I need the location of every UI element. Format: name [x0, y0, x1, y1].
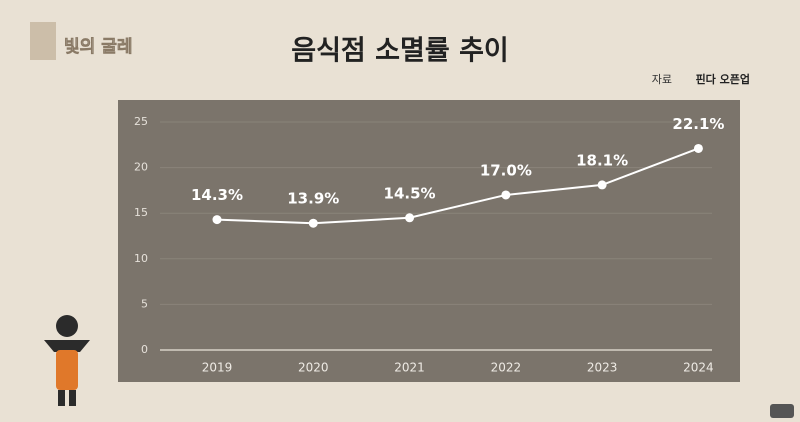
value-label: 18.1%: [576, 151, 628, 169]
x-tick-label: 2019: [202, 361, 233, 375]
y-tick-label: 15: [134, 206, 148, 219]
y-tick-label: 25: [134, 115, 148, 128]
y-tick-label: 0: [141, 343, 148, 356]
y-tick-label: 10: [134, 252, 148, 265]
value-label: 22.1%: [672, 115, 724, 133]
value-label: 13.9%: [287, 190, 339, 208]
point: [308, 218, 318, 228]
program-title: 빛의 굴레: [64, 37, 132, 57]
source-label: 자료: [652, 73, 672, 86]
point: [597, 180, 607, 190]
x-tick-label: 2024: [683, 361, 714, 375]
x-tick-label: 2021: [394, 361, 425, 375]
value-label: 14.3%: [191, 186, 243, 204]
y-tick-label: 20: [134, 161, 148, 174]
value-label: 17.0%: [480, 161, 532, 179]
point: [501, 190, 511, 200]
mascot-head: [56, 315, 78, 337]
x-tick-label: 2022: [491, 361, 522, 375]
mascot-leg: [69, 390, 76, 406]
point: [212, 215, 222, 225]
point: [405, 213, 415, 223]
point: [693, 143, 703, 153]
plot-panel: [118, 100, 740, 382]
mascot: [44, 315, 90, 406]
y-tick-label: 5: [141, 297, 148, 310]
value-label: 14.5%: [384, 184, 436, 202]
mascot-leg: [58, 390, 65, 406]
x-tick-label: 2020: [298, 361, 329, 375]
plot: 0 5 10 15 20 25 2019 2020 2021 2022 2023 2024 14.3% 1…: [134, 115, 724, 375]
x-tick-label: 2023: [587, 361, 618, 375]
channel-logo: [770, 404, 794, 418]
source: 핀다 오픈업: [696, 72, 750, 86]
logo-mark: [30, 22, 56, 60]
chart-title: 음식점 소멸률 추이: [291, 36, 509, 67]
mascot-arms: [44, 340, 90, 352]
line: [216, 147, 699, 225]
mascot-apron: [56, 350, 78, 390]
logo: 빛의 굴레: [30, 22, 133, 60]
